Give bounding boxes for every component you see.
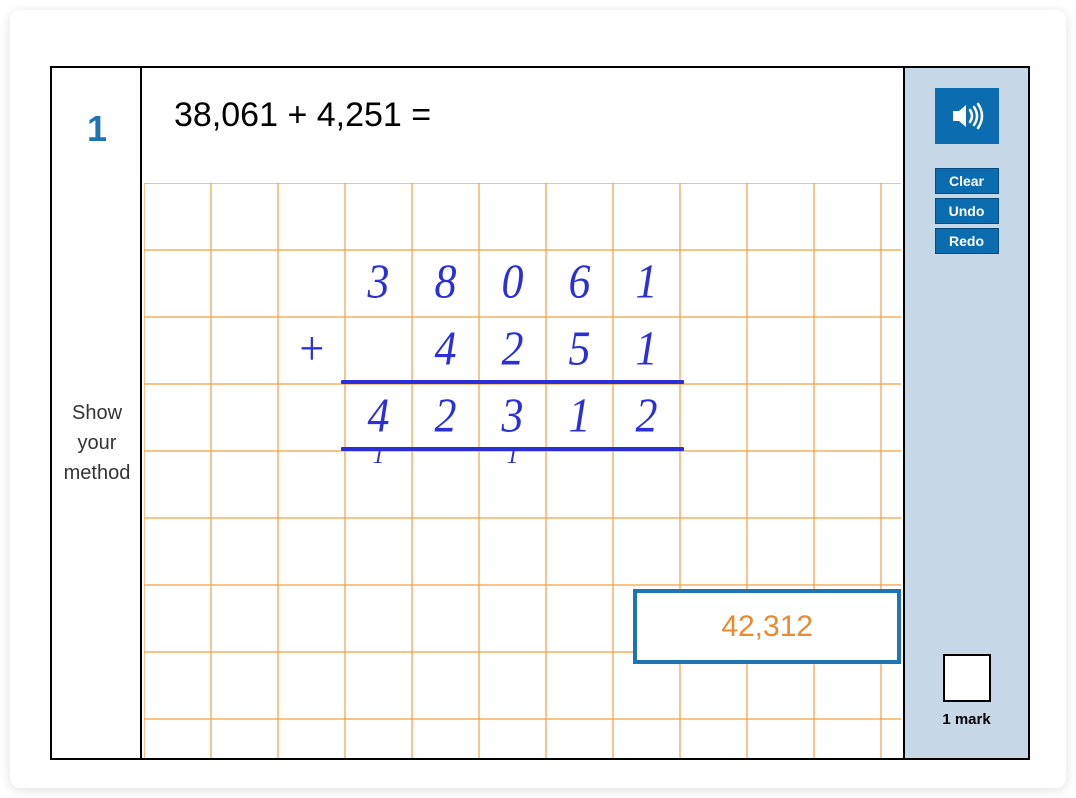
instruction-line: your <box>78 432 117 454</box>
instruction-line: Show <box>72 402 122 424</box>
question-frame: 1 Show your method 38,061 + 4,251 = 3806… <box>50 66 1030 760</box>
speaker-button[interactable] <box>935 88 999 144</box>
handwritten-char: 0 <box>483 253 543 309</box>
redo-button[interactable]: Redo <box>935 228 999 254</box>
toolbar-panel: Clear Undo Redo 1 mark <box>903 68 1028 758</box>
handwritten-rule <box>341 380 684 384</box>
handwritten-char: + <box>282 320 342 376</box>
answer-box[interactable]: 42,312 <box>633 589 901 664</box>
handwritten-rule <box>341 447 684 451</box>
speaker-icon <box>950 102 984 130</box>
handwritten-char: 2 <box>483 320 543 376</box>
question-text: 38,061 + 4,251 = <box>174 96 431 135</box>
work-area: 38,061 + 4,251 = 38061+42514231211 42,31… <box>144 68 901 758</box>
handwriting-layer: 38061+42514231211 <box>144 183 901 758</box>
undo-button[interactable]: Undo <box>935 198 999 224</box>
question-card: 1 Show your method 38,061 + 4,251 = 3806… <box>10 10 1066 788</box>
show-method-label: Show your method <box>52 398 142 488</box>
mark-checkbox[interactable] <box>943 654 991 702</box>
handwritten-char: 3 <box>483 387 543 443</box>
handwritten-char: 2 <box>416 387 476 443</box>
clear-button[interactable]: Clear <box>935 168 999 194</box>
handwritten-char: 6 <box>550 253 610 309</box>
grid-area[interactable]: 38061+42514231211 42,312 <box>144 183 901 758</box>
left-column: 1 Show your method <box>52 68 142 758</box>
handwritten-char: 1 <box>617 320 677 376</box>
handwritten-char: 3 <box>349 253 409 309</box>
handwritten-char: 4 <box>349 387 409 443</box>
mark-label: 1 mark <box>905 711 1028 728</box>
answer-value: 42,312 <box>721 610 813 644</box>
instruction-line: method <box>64 462 131 484</box>
handwritten-char: 8 <box>416 253 476 309</box>
handwritten-char: 1 <box>617 253 677 309</box>
handwritten-char: 1 <box>550 387 610 443</box>
handwritten-char: 2 <box>617 387 677 443</box>
question-number: 1 <box>52 108 142 150</box>
handwritten-char: 4 <box>416 320 476 376</box>
handwritten-char: 5 <box>550 320 610 376</box>
